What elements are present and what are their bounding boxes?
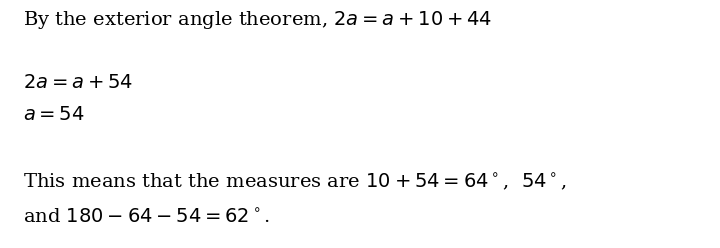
Text: $2a = a + 54$: $2a = a + 54$ [23,74,132,92]
Text: By the exterior angle theorem, $2a = a + 10 + 44$: By the exterior angle theorem, $2a = a +… [23,9,492,31]
Text: and $180 - 64 - 54 = 62^\circ$.: and $180 - 64 - 54 = 62^\circ$. [23,208,270,227]
Text: This means that the measures are $10 + 54 = 64^\circ$,  $54^\circ$,: This means that the measures are $10 + 5… [23,171,567,193]
Text: $a = 54$: $a = 54$ [23,106,84,124]
